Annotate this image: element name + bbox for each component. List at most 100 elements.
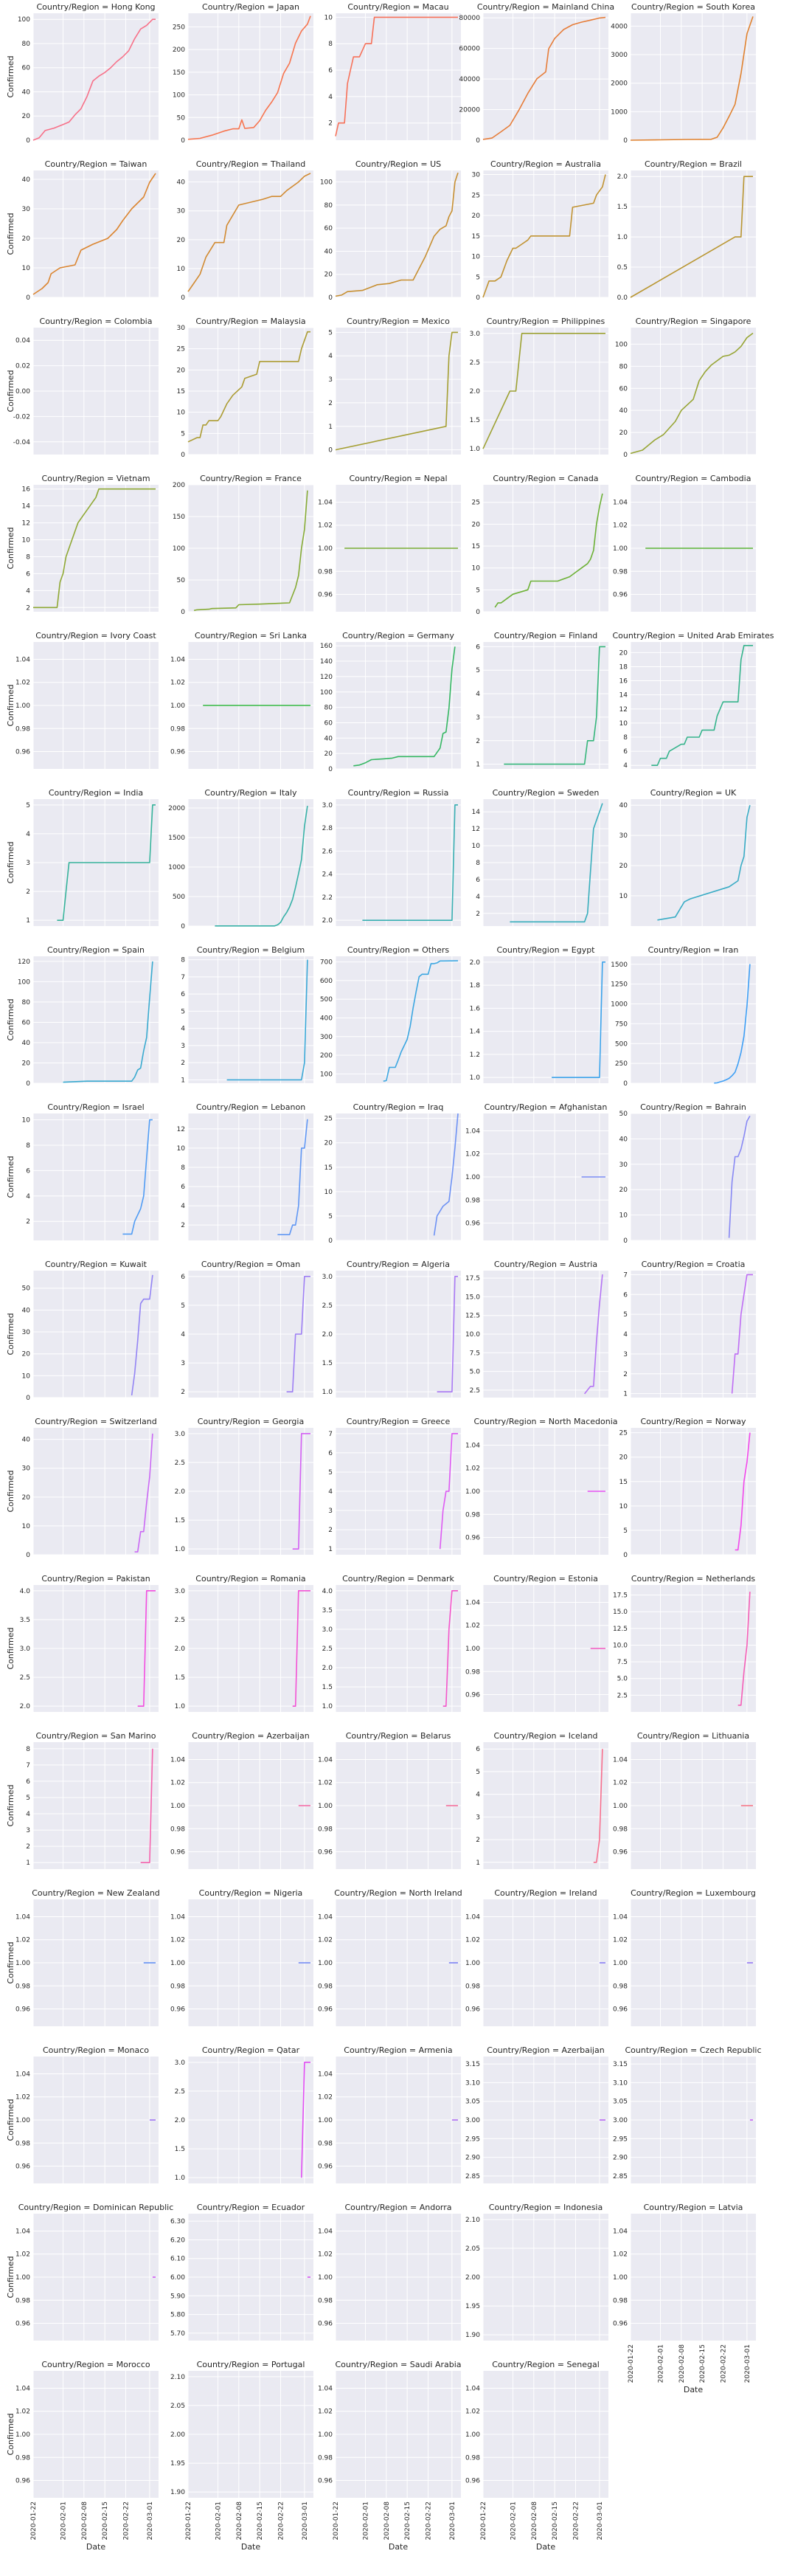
y-tick-label: 25: [472, 500, 480, 507]
x-tick-label: 2020-02-08: [531, 2501, 538, 2541]
facet-netherlands: 2.5 5.0 7.5 10.0 12.5 15.0 17.5Country/Region …: [613, 1574, 756, 1712]
facet-title: Country/Region = Japan: [202, 2, 299, 12]
y-tick-label: 10: [324, 1189, 333, 1196]
y-tick-label: 40: [619, 802, 628, 809]
facet-title: Country/Region = Nigeria: [199, 1888, 303, 1898]
y-tick-label: 3.0: [175, 1431, 186, 1438]
y-tick-label: 2: [328, 400, 333, 407]
y-tick-label: 1.0: [617, 234, 628, 241]
y-tick-label: 1.0: [175, 2175, 186, 2182]
y-tick-label: 1: [623, 1391, 628, 1398]
y-tick-label: 8: [26, 553, 30, 561]
y-tick-label: 3000: [611, 52, 628, 59]
y-tick-label: 1.02: [318, 1780, 333, 1787]
y-tick-label: 1.02: [465, 1465, 480, 1473]
y-tick-label: 140: [320, 658, 333, 666]
x-tick-label: 2020-01-22: [333, 2501, 340, 2540]
y-tick-label: 1.00: [613, 1803, 628, 1810]
y-tick-label: 1.02: [613, 522, 628, 530]
y-tick-label: 0.98: [170, 1983, 185, 1990]
y-tick-label: 4: [328, 353, 333, 360]
facet-luxembourg: 0.96 0.98 1.00 1.02 1.04 Country/Region = Lux…: [613, 1888, 756, 2026]
facet-title: Country/Region = Cambodia: [636, 474, 751, 483]
facet-monaco: 0.96 0.98 1.00 1.02 1.04 Country/Region = Mon…: [6, 2045, 159, 2183]
y-tick-label: 1.5: [175, 2146, 185, 2153]
y-tick-label: 6: [328, 67, 333, 75]
facet-title: Country/Region = Mexico: [347, 317, 450, 326]
y-tick-label: 2.0: [20, 1703, 31, 1710]
facet-brazil: 0.0 0.5 1.0 1.5 2.0 Country/Region = Brazil: [617, 159, 756, 302]
facet-portugal: 1.90 1.95 2.00 2.05 2.10 Country/Region = Por…: [170, 2360, 313, 2552]
y-tick-label: 250: [615, 1060, 628, 1068]
y-tick-label: 20: [177, 237, 186, 244]
facet-title: Country/Region = Algeria: [347, 1260, 450, 1269]
y-tick-label: 2: [181, 1389, 185, 1396]
y-tick-label: 1.02: [318, 1937, 333, 1944]
y-tick-label: 1.5: [470, 417, 480, 424]
y-tick-label: -0.04: [13, 439, 31, 446]
y-tick-label: 30: [619, 832, 628, 840]
y-tick-label: 1.00: [15, 2117, 30, 2124]
y-tick-label: 1.04: [318, 2228, 333, 2235]
y-tick-label: 1.00: [318, 2117, 333, 2124]
y-tick-label: 1.04: [465, 1442, 480, 1449]
y-tick-label: 7: [623, 1271, 628, 1279]
y-tick-label: 0.98: [170, 725, 185, 733]
y-tick-label: 1.04: [613, 1756, 628, 1764]
y-tick-label: 2: [476, 1837, 480, 1844]
facet-belarus: 0.96 0.98 1.00 1.02 1.04 Country/Region = Bel…: [318, 1731, 461, 1869]
y-tick-label: 1.5: [175, 1517, 185, 1524]
facet-background: [33, 170, 159, 297]
facet-italy: 0 500 1000 1500 2000 Country/Region = Italy: [168, 788, 313, 930]
y-tick-label: 10: [177, 410, 186, 417]
y-tick-label: 30: [177, 208, 186, 215]
y-tick-label: 0: [181, 452, 185, 459]
y-tick-label: 2.00: [170, 2431, 185, 2439]
y-tick-label: 60: [22, 1019, 31, 1026]
facet-title: Country/Region = Hong Kong: [36, 2, 155, 12]
y-tick-label: 1.02: [465, 1937, 480, 1944]
y-tick-label: 0: [623, 137, 628, 145]
y-tick-label: 2.0: [322, 1665, 333, 1672]
y-axis-label: Confirmed: [6, 1313, 15, 1355]
y-tick-label: 1: [26, 917, 30, 925]
y-tick-label: 1.02: [318, 2251, 333, 2259]
y-tick-label: 60: [22, 65, 31, 72]
y-tick-label: 0.96: [465, 1535, 480, 1542]
x-tick-label: 2020-03-01: [597, 2501, 604, 2540]
facet-united-arab-emirates: 4 6 8 10 12 14 16 18 20 Country/Region = United A…: [613, 631, 774, 770]
y-tick-label: 0.96: [15, 2478, 30, 2485]
facet-title: Country/Region = Portugal: [197, 2360, 305, 2369]
y-tick-label: 30: [619, 1161, 628, 1169]
facet-switzerland: 0 10 20 30 40 Country/Region = Switzerland Con…: [6, 1417, 159, 1559]
y-tick-label: 100: [173, 92, 185, 100]
series-line: [32, 18, 156, 141]
facet-background: [336, 13, 461, 140]
y-tick-label: 7: [181, 974, 185, 981]
y-tick-label: 10: [619, 893, 628, 900]
series-line: [292, 1590, 310, 1707]
facet-background: [483, 485, 608, 612]
y-tick-label: 20: [22, 113, 31, 120]
series-line: [504, 646, 605, 765]
y-tick-label: 2: [476, 738, 480, 745]
x-tick-label: 2020-02-22: [425, 2501, 432, 2540]
y-tick-label: 0.98: [15, 1983, 30, 1990]
y-tick-label: 0.98: [613, 2297, 628, 2304]
x-tick-label: 2020-01-22: [628, 2344, 635, 2383]
y-tick-label: 6: [26, 570, 30, 578]
facet-background: [631, 170, 756, 297]
y-tick-label: 1.04: [15, 2071, 30, 2078]
y-tick-label: 600: [320, 978, 333, 985]
x-tick-label: 2020-02-22: [277, 2501, 285, 2540]
y-tick-label: 1.04: [613, 2228, 628, 2235]
y-tick-label: 1.04: [15, 2385, 30, 2392]
facet-greece: 1 2 3 4 5 6 7 Country/Region = Greece: [328, 1417, 461, 1555]
y-tick-label: 0: [623, 1552, 628, 1559]
y-tick-label: 12: [177, 1126, 185, 1133]
facet-title: Country/Region = Netherlands: [631, 1574, 756, 1584]
y-tick-label: 1.02: [170, 1780, 185, 1787]
y-axis-label: Confirmed: [6, 213, 15, 255]
x-tick-label: 2020-02-08: [383, 2501, 391, 2541]
y-tick-label: 2: [26, 1218, 30, 1226]
